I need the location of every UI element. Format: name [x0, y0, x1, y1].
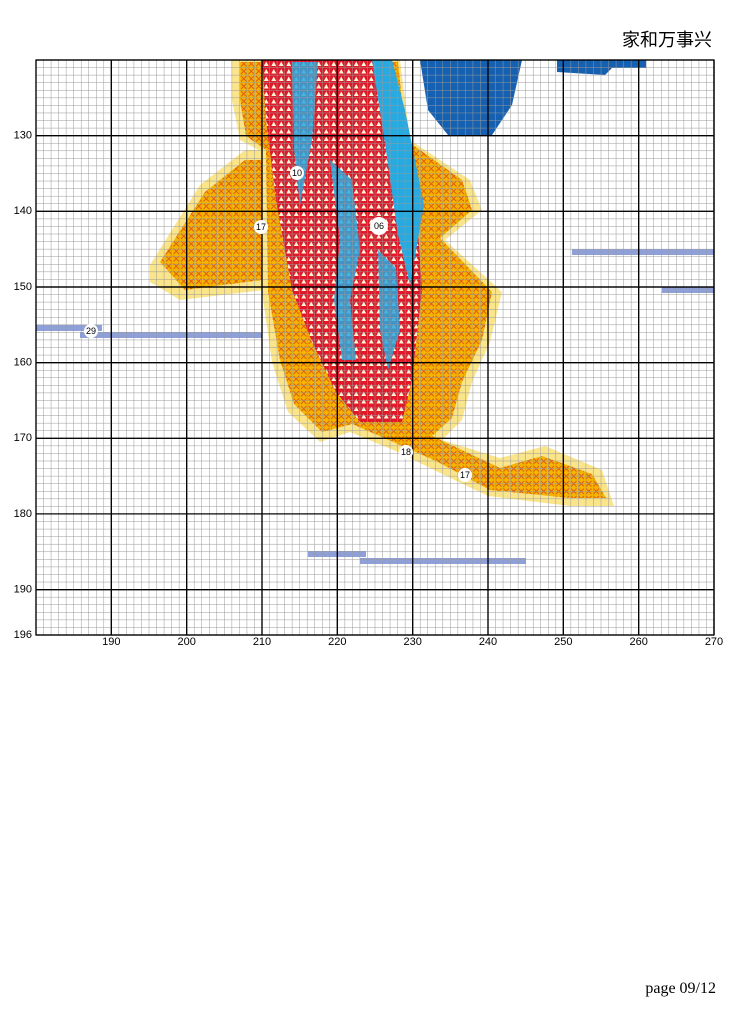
column-label: 210 — [253, 636, 271, 648]
row-label: 180 — [14, 508, 32, 520]
fin — [160, 160, 262, 290]
grid: 190 200 210 220 230 240 250 260 270 130 140 150 160 1… — [14, 59, 723, 648]
page-number: page 09/12 — [645, 980, 716, 997]
column-label: 190 — [102, 636, 120, 648]
column-label: 200 — [177, 636, 195, 648]
symbols: 10 17 06 29 18 17 — [84, 166, 472, 482]
row-label: 196 — [14, 629, 32, 641]
row-label: 160 — [14, 357, 32, 369]
symbol-label: 17 — [460, 470, 470, 480]
symbol-badge — [290, 166, 304, 180]
column-label: 260 — [629, 636, 647, 648]
page-title: 家和万事兴 — [622, 30, 712, 50]
column-label: 240 — [479, 636, 497, 648]
column-label: 230 — [403, 636, 421, 648]
row-label: 150 — [14, 281, 32, 293]
symbol-badge — [254, 220, 268, 234]
symbol-label: 29 — [86, 326, 96, 336]
symbol-badge — [84, 324, 98, 338]
symbol-badge — [399, 445, 413, 459]
symbol-label: 17 — [256, 222, 266, 232]
column-label: 270 — [705, 636, 723, 648]
column-label: 250 — [554, 636, 572, 648]
symbol-label: 06 — [374, 221, 384, 231]
symbol-badge — [458, 468, 472, 482]
wave-line — [80, 332, 262, 338]
blue-shape — [420, 60, 522, 135]
wave-line — [36, 325, 102, 331]
symbol-label: 18 — [401, 447, 411, 457]
blue-stripe — [372, 60, 424, 285]
wave-line — [662, 287, 714, 293]
symbol-badge — [370, 217, 388, 235]
wave-line — [572, 249, 714, 255]
grid-border — [35, 59, 715, 636]
row-label: 140 — [14, 205, 32, 217]
row-label: 170 — [14, 432, 32, 444]
column-label: 220 — [328, 636, 346, 648]
symbol-label: 10 — [292, 168, 302, 178]
row-label: 130 — [14, 130, 32, 142]
row-label: 190 — [14, 584, 32, 596]
